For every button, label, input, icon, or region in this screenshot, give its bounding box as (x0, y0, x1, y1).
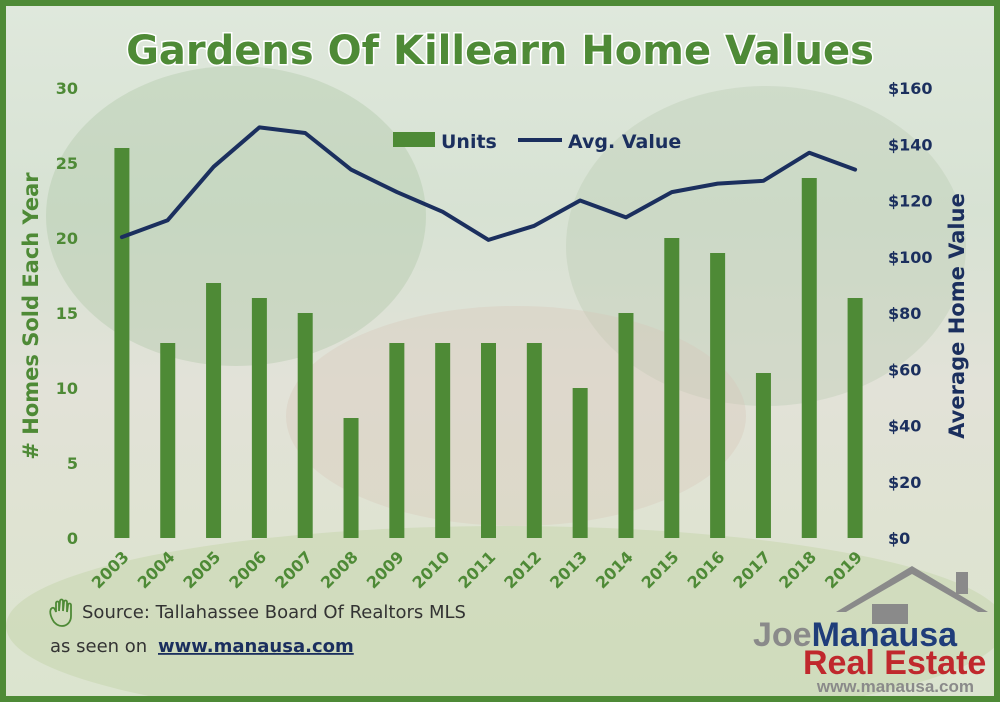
left-axis-ticks: 0 5 10 15 20 25 30 (56, 79, 78, 548)
hand-icon (49, 598, 72, 627)
x-tick-2013: 2013 (546, 547, 591, 592)
right-tick-80: $80 (888, 304, 921, 323)
x-tick-2017: 2017 (729, 547, 774, 592)
bar-2015 (664, 238, 680, 538)
bar-2003 (114, 148, 130, 538)
x-tick-2016: 2016 (684, 547, 729, 592)
bar-2007 (297, 313, 313, 538)
left-tick-15: 15 (56, 304, 78, 323)
source-text: Source: Tallahassee Board Of Realtors ML… (82, 602, 466, 623)
x-tick-2019: 2019 (821, 547, 866, 592)
right-tick-100: $100 (888, 248, 933, 267)
bar-2006 (251, 298, 267, 538)
source-line: Source: Tallahassee Board Of Realtors ML… (49, 598, 466, 627)
right-tick-20: $20 (888, 473, 921, 492)
bar-2014 (618, 313, 634, 538)
left-tick-30: 30 (56, 79, 78, 98)
left-axis-title: # Homes Sold Each Year (19, 172, 43, 460)
left-tick-5: 5 (67, 454, 78, 473)
logo-joe: Joe (753, 616, 812, 654)
chart-svg: Gardens Of Killearn Home Values 0 5 10 15 20… (19, 27, 988, 696)
x-tick-2006: 2006 (225, 547, 270, 592)
right-axis-title: Average Home Value (945, 193, 969, 439)
left-tick-20: 20 (56, 229, 78, 248)
x-tick-2018: 2018 (775, 547, 820, 592)
x-tick-2010: 2010 (409, 547, 454, 592)
chart-title: Gardens Of Killearn Home Values (126, 28, 874, 74)
x-axis-ticks: 2003 2004 2005 2006 2007 2008 2009 2010 2011 2012… (88, 547, 866, 592)
left-tick-0: 0 (67, 529, 78, 548)
x-tick-2012: 2012 (500, 547, 545, 592)
logo-wordmark: JoeManausa (753, 616, 958, 654)
legend-avg-label: Avg. Value (568, 131, 681, 153)
x-tick-2004: 2004 (134, 547, 179, 592)
bar-2010 (435, 343, 451, 538)
seen-on-text: as seen on (50, 636, 147, 657)
background-lawn (6, 526, 994, 696)
bar-2012 (526, 343, 542, 538)
website-link[interactable]: www.manausa.com (158, 636, 354, 657)
legend-units-swatch (393, 132, 435, 147)
right-axis-ticks: $0 $20 $40 $60 $80 $100 $120 $140 $160 (888, 79, 933, 548)
logo: JoeManausa Real Estate www.manausa.com (753, 566, 988, 696)
bars-group (114, 148, 863, 538)
bar-2005 (206, 283, 222, 538)
x-tick-2005: 2005 (179, 547, 224, 592)
x-tick-2007: 2007 (271, 547, 316, 592)
background-foliage (46, 66, 426, 366)
bar-2017 (755, 373, 771, 538)
house-icon (836, 566, 988, 624)
x-tick-2009: 2009 (363, 547, 408, 592)
legend-units-label: Units (441, 131, 497, 153)
right-tick-0: $0 (888, 529, 910, 548)
right-tick-40: $40 (888, 417, 921, 436)
bar-2019 (847, 298, 863, 538)
x-tick-2003: 2003 (88, 547, 133, 592)
bar-2009 (389, 343, 405, 538)
avg-value-line (119, 125, 858, 242)
logo-url: www.manausa.com (816, 677, 974, 696)
legend: Units Avg. Value (393, 131, 681, 153)
right-tick-160: $160 (888, 79, 933, 98)
x-tick-2011: 2011 (454, 547, 499, 592)
x-tick-2015: 2015 (638, 547, 683, 592)
left-tick-25: 25 (56, 154, 78, 173)
right-tick-60: $60 (888, 360, 921, 379)
bar-2016 (710, 253, 726, 538)
right-tick-140: $140 (888, 135, 933, 154)
logo-manausa: Manausa (812, 616, 959, 654)
bar-2013 (572, 388, 588, 538)
bar-2011 (481, 343, 496, 538)
x-tick-2008: 2008 (317, 547, 362, 592)
right-tick-120: $120 (888, 192, 933, 211)
bar-2004 (160, 343, 176, 538)
logo-real-estate: Real Estate (803, 644, 986, 682)
x-tick-2014: 2014 (592, 547, 637, 592)
left-tick-10: 10 (56, 379, 78, 398)
bar-2018 (801, 178, 817, 538)
bar-2008 (343, 418, 359, 538)
